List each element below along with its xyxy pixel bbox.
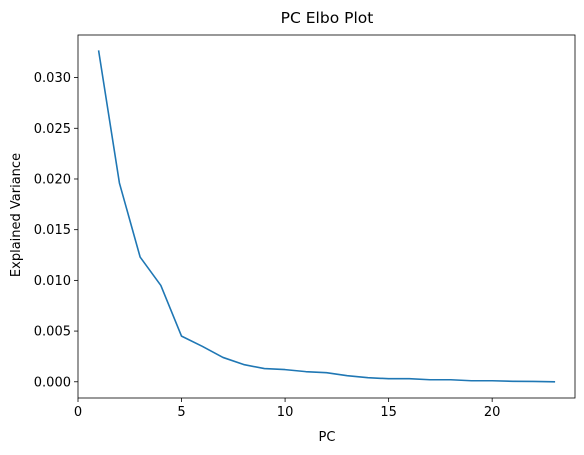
y-tick-label: 0.000 xyxy=(34,375,71,390)
axes-frame xyxy=(77,34,576,399)
x-axis-label: PC xyxy=(319,430,336,445)
y-tick-label: 0.010 xyxy=(34,274,71,289)
y-tick-label: 0.025 xyxy=(34,122,71,137)
x-tick-label: 15 xyxy=(380,405,397,420)
x-tick-label: 10 xyxy=(277,405,294,420)
y-tick-label: 0.030 xyxy=(34,71,71,86)
x-tick-label: 20 xyxy=(484,405,501,420)
series-line xyxy=(97,50,556,383)
chart-title: PC Elbo Plot xyxy=(281,9,374,27)
x-tick-label: 0 xyxy=(74,405,82,420)
plot-area: 0 5 10 15 20 0.000 0.005 0.010 0.015 0.020 0.025 0.… xyxy=(34,34,576,420)
y-axis-label: Explained Variance xyxy=(9,153,24,277)
y-tick-label: 0.005 xyxy=(34,325,71,340)
x-tick-label: 5 xyxy=(177,405,185,420)
y-tick-label: 0.015 xyxy=(34,223,71,238)
y-tick-label: 0.020 xyxy=(34,172,71,187)
